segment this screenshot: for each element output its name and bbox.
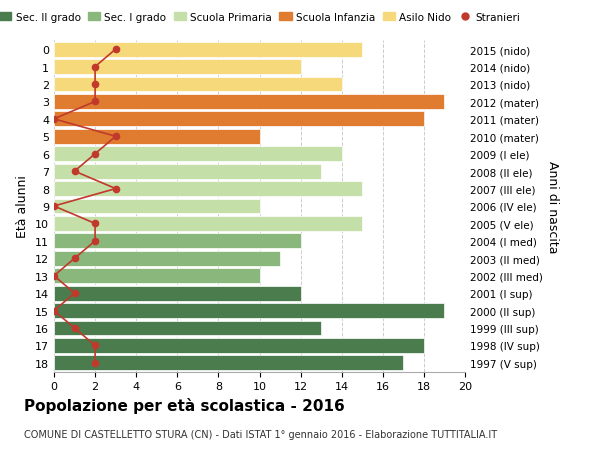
Bar	[54, 43, 362, 57]
Bar	[54, 286, 301, 301]
Y-axis label: Età alunni: Età alunni	[16, 175, 29, 238]
Bar	[54, 356, 403, 370]
Bar	[54, 129, 260, 145]
Bar	[54, 303, 445, 318]
Bar	[54, 321, 321, 336]
Bar	[54, 78, 342, 92]
Bar	[54, 234, 301, 249]
Text: Popolazione per età scolastica - 2016: Popolazione per età scolastica - 2016	[24, 397, 345, 413]
Bar	[54, 147, 342, 162]
Text: COMUNE DI CASTELLETTO STURA (CN) - Dati ISTAT 1° gennaio 2016 - Elaborazione TUT: COMUNE DI CASTELLETTO STURA (CN) - Dati …	[24, 429, 497, 439]
Bar	[54, 95, 445, 110]
Y-axis label: Anni di nascita: Anni di nascita	[547, 160, 559, 253]
Bar	[54, 217, 362, 231]
Bar	[54, 60, 301, 75]
Bar	[54, 112, 424, 127]
Bar	[54, 164, 321, 179]
Bar	[54, 182, 362, 196]
Bar	[54, 338, 424, 353]
Bar	[54, 199, 260, 214]
Bar	[54, 252, 280, 266]
Legend: Sec. II grado, Sec. I grado, Scuola Primaria, Scuola Infanzia, Asilo Nido, Stran: Sec. II grado, Sec. I grado, Scuola Prim…	[0, 9, 524, 27]
Bar	[54, 269, 260, 284]
